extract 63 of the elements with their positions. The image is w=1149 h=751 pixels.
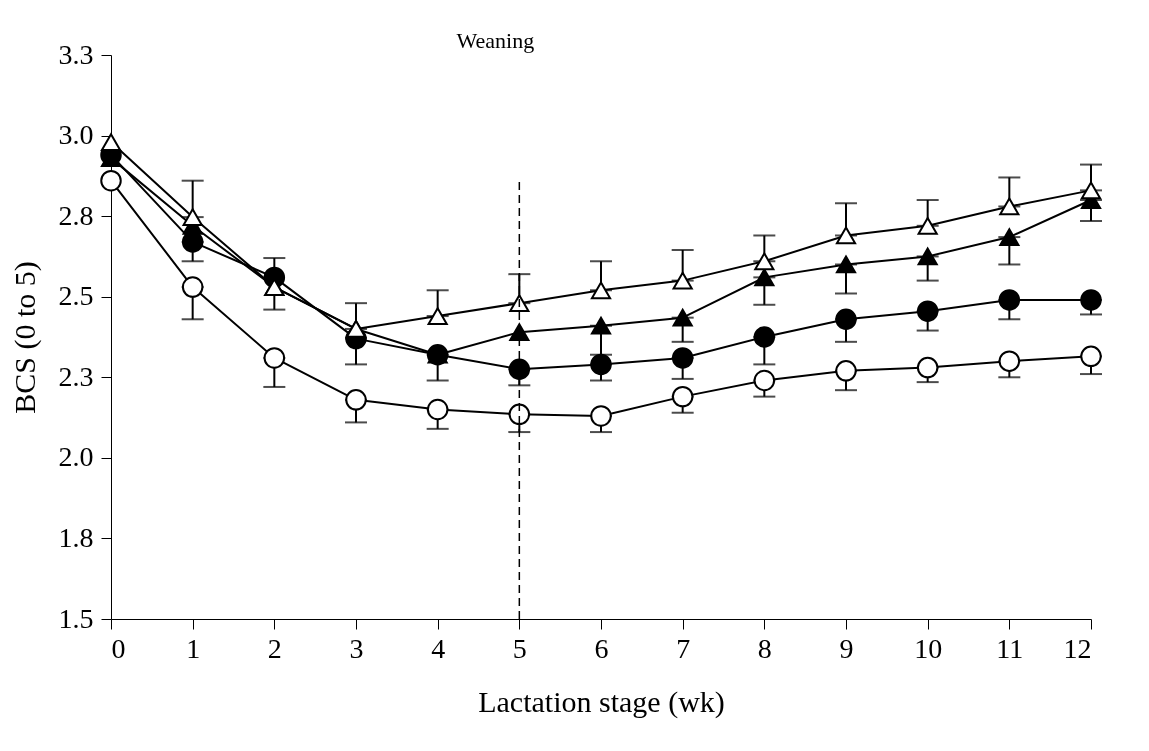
point <box>916 356 939 379</box>
point <box>181 276 204 298</box>
point <box>508 358 531 380</box>
point <box>509 323 530 342</box>
point <box>671 347 694 369</box>
point <box>671 385 694 408</box>
point <box>753 369 776 392</box>
point <box>835 226 857 245</box>
point <box>917 247 938 266</box>
x-tick-label: 7 <box>676 632 691 664</box>
x-tick-label: 12 <box>1063 632 1092 664</box>
point <box>1080 289 1102 311</box>
point <box>182 208 203 226</box>
x-tick-label: 5 <box>512 632 527 664</box>
point <box>672 271 693 290</box>
point <box>916 300 939 322</box>
point <box>590 316 612 335</box>
y-tick-label: 1.8 <box>58 521 94 553</box>
y-tick-label: 2.5 <box>58 280 94 312</box>
x-tick-label: 0 <box>111 632 126 664</box>
x-axis-title: Lactation stage (wk) <box>478 684 725 719</box>
point <box>1080 345 1102 368</box>
x-tick-label: 3 <box>349 632 364 664</box>
point <box>753 326 776 348</box>
x-tick-label: 6 <box>594 632 609 664</box>
y-tick-label: 1.5 <box>58 602 94 634</box>
y-tick-label: 2.8 <box>58 199 94 231</box>
point <box>835 255 857 274</box>
point <box>1080 181 1102 200</box>
point <box>100 169 122 192</box>
point <box>672 308 693 327</box>
x-tick-label: 10 <box>914 632 943 664</box>
x-tick-label: 8 <box>757 632 772 664</box>
point <box>590 405 612 427</box>
point <box>835 360 857 382</box>
point <box>835 308 857 330</box>
point <box>998 350 1021 372</box>
point <box>263 347 286 369</box>
point <box>754 252 775 271</box>
y-axis-title: BCS (0 to 5) <box>7 261 42 414</box>
point <box>590 281 612 300</box>
point <box>998 289 1021 311</box>
point <box>999 197 1020 216</box>
y-tick-label: 2.0 <box>58 441 94 473</box>
x-tick-label: 9 <box>839 632 854 664</box>
x-tick-label: 11 <box>996 632 1024 664</box>
point <box>590 353 612 376</box>
y-tick-label: 3.0 <box>58 119 94 151</box>
y-tick-label: 2.3 <box>58 360 94 392</box>
x-tick-label: 2 <box>267 632 282 664</box>
point <box>427 307 448 325</box>
point <box>345 389 367 411</box>
point <box>509 294 530 313</box>
point <box>754 268 775 287</box>
x-tick-label: 1 <box>186 632 201 664</box>
x-tick-label: 4 <box>431 632 446 664</box>
point <box>100 133 122 151</box>
point <box>426 398 449 421</box>
point <box>999 228 1020 246</box>
point <box>917 216 938 235</box>
y-tick-label: 3.3 <box>58 38 94 70</box>
ref-line-label: Weaning <box>456 28 535 53</box>
point <box>508 403 531 426</box>
